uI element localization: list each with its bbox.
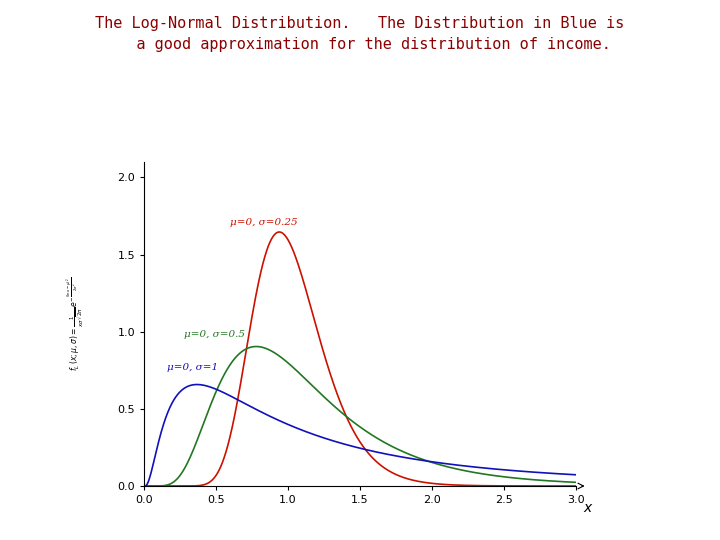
Text: μ=0, σ=0.25: μ=0, σ=0.25 (230, 218, 298, 227)
Text: μ=0, σ=0.5: μ=0, σ=0.5 (184, 330, 246, 339)
Text: μ=0, σ=1: μ=0, σ=1 (167, 363, 218, 372)
Text: The Log-Normal Distribution.   The Distribution in Blue is
   a good approximati: The Log-Normal Distribution. The Distrib… (95, 16, 625, 52)
Text: x: x (583, 502, 591, 515)
Text: $f_L\,(x;\mu,\sigma)=\frac{1}{x\sigma\sqrt{2\pi}}\,e^{-\frac{(\ln x-\mu)^2}{2\si: $f_L\,(x;\mu,\sigma)=\frac{1}{x\sigma\sq… (64, 277, 86, 371)
